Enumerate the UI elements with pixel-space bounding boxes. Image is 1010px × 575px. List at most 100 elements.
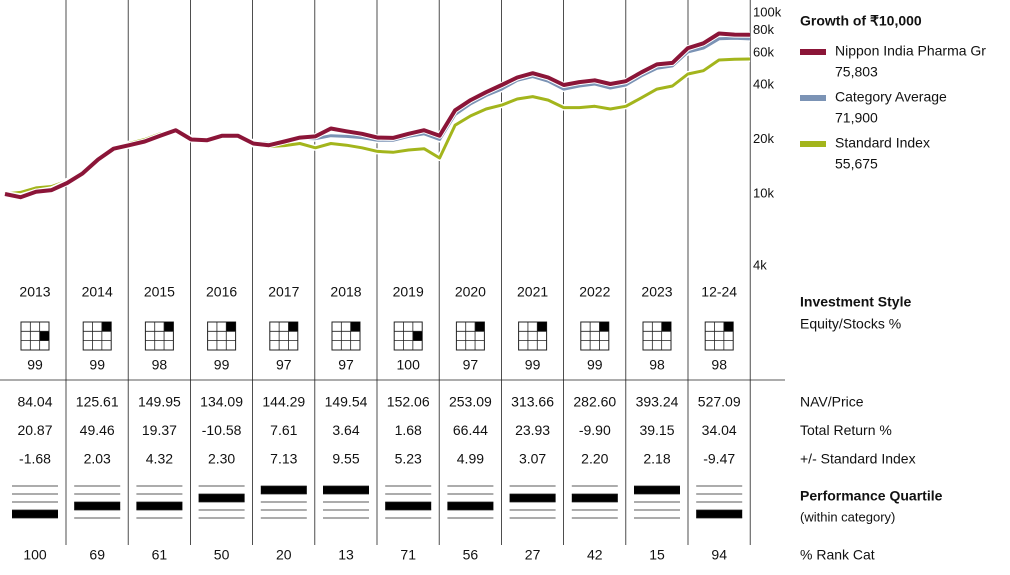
style-cell (39, 331, 49, 341)
y-tick-label: 20k (753, 131, 774, 146)
rank-value: 100 (23, 547, 47, 563)
table-value: 4.99 (457, 451, 484, 467)
table-value: 2.20 (581, 451, 608, 467)
table-value: 149.95 (138, 394, 181, 410)
quartile-fill (323, 486, 369, 494)
table-value: 2.03 (84, 451, 111, 467)
equity-pct: 97 (338, 357, 354, 373)
table-value: 313.66 (511, 394, 554, 410)
table-value: 19.37 (142, 422, 177, 438)
quartile-fill (198, 494, 245, 502)
equity-pct: 97 (463, 357, 479, 373)
legend-value: 75,803 (835, 64, 878, 80)
quartile-fill (447, 502, 494, 510)
style-cell (537, 322, 547, 332)
y-tick-label: 10k (753, 185, 774, 200)
legend-value: 71,900 (835, 110, 878, 126)
year-label: 2013 (19, 284, 50, 300)
table-value: 152.06 (387, 394, 430, 410)
table-value: 282.60 (573, 394, 616, 410)
legend-name: Category Average (835, 89, 947, 105)
y-tick-label: 40k (753, 76, 774, 91)
quartile-fill (385, 502, 432, 510)
table-value: 34.04 (702, 422, 737, 438)
year-label: 12-24 (701, 284, 737, 300)
y-tick-label: 4k (753, 257, 767, 272)
quartile-title: Performance Quartile (800, 488, 943, 504)
series-line-outline (4, 30, 751, 201)
row-label: Total Return % (800, 422, 892, 438)
year-label: 2022 (579, 284, 610, 300)
rank-value: 13 (338, 547, 354, 563)
table-value: 7.13 (270, 451, 297, 467)
style-box (269, 321, 299, 351)
rank-value: 71 (400, 547, 416, 563)
table-value: 393.24 (636, 394, 679, 410)
legend-name: Nippon India Pharma Gr (835, 43, 986, 59)
legend-swatch (800, 95, 826, 101)
row-label: NAV/Price (800, 394, 864, 410)
table-value: 2.18 (643, 451, 670, 467)
table-value: 7.61 (270, 422, 297, 438)
equity-pct: 100 (397, 357, 421, 373)
legend-name: Standard Index (835, 135, 930, 151)
year-label: 2016 (206, 284, 237, 300)
series-line-outline (4, 35, 751, 200)
series-line (4, 31, 751, 200)
equity-pct: 99 (587, 357, 603, 373)
table-value: -9.90 (579, 422, 611, 438)
table-value: 2.30 (208, 451, 235, 467)
equity-pct: 97 (276, 357, 292, 373)
style-cell (412, 331, 423, 341)
quartile-fill (74, 502, 121, 510)
table-value: 20.87 (17, 422, 52, 438)
quartile-subtitle: (within category) (800, 509, 895, 524)
table-value: 84.04 (17, 394, 52, 410)
table-value: 527.09 (698, 394, 741, 410)
y-tick-label: 60k (753, 45, 774, 60)
equity-pct: 99 (525, 357, 541, 373)
style-cell (164, 322, 174, 332)
rank-value: 61 (152, 547, 168, 563)
quartile-fill (696, 510, 743, 518)
style-cell (226, 322, 236, 332)
quartile-fill (12, 510, 58, 518)
rank-value: 20 (276, 547, 292, 563)
year-label: 2019 (393, 284, 424, 300)
table-value: 3.07 (519, 451, 546, 467)
style-cell (101, 322, 112, 332)
table-value: -9.47 (703, 451, 735, 467)
y-tick-label: 80k (753, 22, 774, 37)
table-value: 3.64 (332, 422, 359, 438)
table-value: 23.93 (515, 422, 550, 438)
rank-value: 15 (649, 547, 665, 563)
year-label: 2023 (641, 284, 672, 300)
style-title: Investment Style (800, 294, 911, 310)
rank-label: % Rank Cat (800, 547, 875, 563)
year-label: 2020 (455, 284, 486, 300)
table-value: 253.09 (449, 394, 492, 410)
row-label: +/- Standard Index (800, 451, 916, 467)
quartile-fill (260, 486, 307, 494)
table-value: 144.29 (262, 394, 305, 410)
quartile-fill (571, 494, 618, 502)
table-value: 134.09 (200, 394, 243, 410)
equity-pct: 98 (152, 357, 168, 373)
quartile-fill (634, 486, 680, 494)
legend-swatch (800, 49, 826, 55)
table-value: -10.58 (202, 422, 242, 438)
table-value: 125.61 (76, 394, 119, 410)
year-label: 2017 (268, 284, 299, 300)
rank-value: 69 (89, 547, 105, 563)
table-value: 66.44 (453, 422, 488, 438)
year-label: 2018 (330, 284, 361, 300)
style-cell (661, 322, 671, 332)
style-cell (350, 322, 360, 332)
equity-pct: 98 (649, 357, 665, 373)
table-value: 9.55 (332, 451, 359, 467)
style-label: Equity/Stocks % (800, 316, 901, 332)
equity-pct: 99 (27, 357, 43, 373)
style-cell (475, 322, 485, 332)
table-value: 39.15 (639, 422, 674, 438)
